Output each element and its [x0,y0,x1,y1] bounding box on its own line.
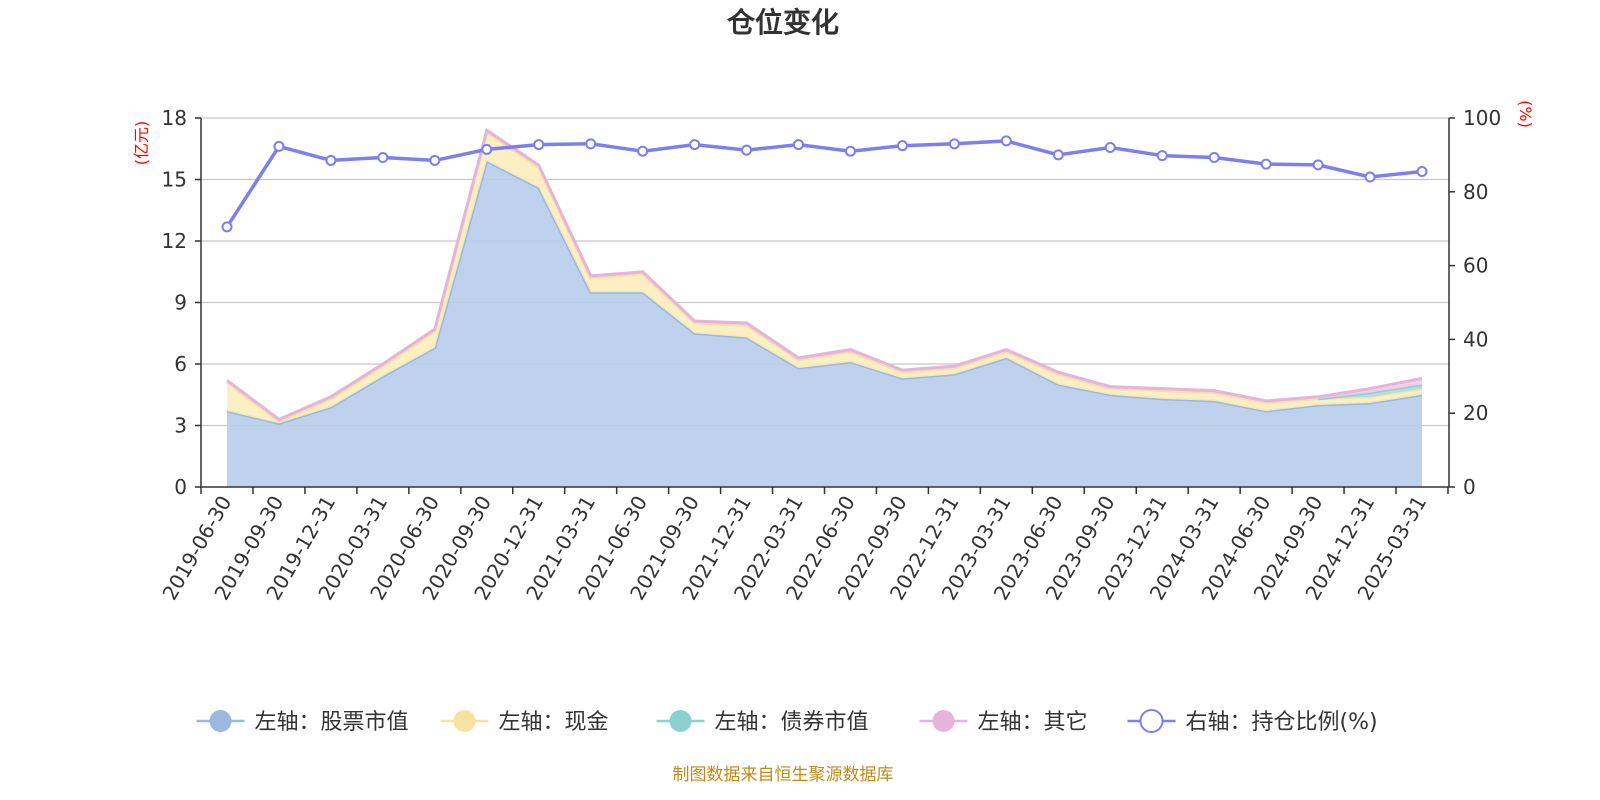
legend-marker-1 [453,710,476,732]
area-series-1 [227,132,1422,424]
ratio-point-4 [429,154,441,166]
ratio-point-10 [741,144,753,156]
ratio-point-17 [1104,142,1116,154]
legend-item-2: 左轴：债券市值 [656,710,869,735]
area-edge-series-3 [226,127,1423,422]
ratio-point-22 [1364,171,1376,183]
left-axis-unit: (亿元) [132,121,151,166]
ratio-point-15 [1000,135,1012,147]
right-tick-label-4: 80 [1463,180,1488,204]
legend-label-1: 左轴：现金 [499,710,609,735]
left-tick-label-1: 3 [174,414,187,438]
ratio-point-12 [844,145,856,157]
right-tick-label-0: 0 [1463,475,1476,499]
source-note: 制图数据来自恒生聚源数据库 [673,765,894,785]
legend: 左轴：股票市值 左轴：现金 左轴：债券市值 左轴：其它 右轴：持仓比例(%) [196,709,1378,735]
ratio-point-6 [533,139,545,151]
right-tick-label-3: 60 [1463,254,1488,278]
left-tick-label-0: 0 [174,475,187,499]
ratio-point-9 [689,139,701,151]
ratio-point-3 [377,151,389,163]
legend-marker-3 [932,710,955,732]
legend-label-4: 右轴：持仓比例(%) [1186,710,1378,735]
right-tick-label-5: 100 [1463,106,1501,130]
left-tick-label-2: 6 [174,352,187,376]
right-tick-label-1: 20 [1463,401,1488,425]
area-series-0 [227,161,1422,487]
ratio-point-7 [585,138,597,150]
chart-title: 仓位变化 [727,6,839,39]
ratio-point-13 [896,140,908,152]
left-tick-label-6: 18 [162,106,187,130]
right-axis-unit: (%) [1516,100,1535,128]
legend-marker-0 [209,710,232,732]
legend-item-1: 左轴：现金 [440,710,609,735]
ratio-point-8 [637,145,649,157]
legend-label-2: 左轴：债券市值 [715,710,869,735]
ratio-point-21 [1312,159,1324,171]
legend-item-0: 左轴：股票市值 [196,710,409,735]
left-tick-label-5: 15 [162,168,187,192]
legend-label-3: 左轴：其它 [978,710,1088,735]
left-tick-label-3: 9 [174,291,187,315]
ratio-point-2 [325,154,337,166]
ratio-point-20 [1260,158,1272,170]
ratio-point-1 [273,140,285,152]
ratio-point-14 [948,138,960,150]
legend-marker-4 [1139,709,1164,733]
ratio-line [221,135,1428,233]
ratio-line-path [225,139,1423,228]
right-tick-label-2: 40 [1463,327,1488,351]
legend-item-4: 右轴：持仓比例(%) [1127,709,1378,735]
ratio-point-23 [1416,166,1428,178]
left-tick-label-4: 12 [162,229,187,253]
ratio-point-11 [793,139,805,151]
ratio-point-0 [221,221,233,233]
stacked-areas [226,127,1423,487]
legend-item-3: 左轴：其它 [919,710,1088,735]
ratio-point-16 [1052,149,1064,161]
legend-label-0: 左轴：股票市值 [255,710,409,735]
ratio-point-5 [481,143,493,155]
ratio-point-19 [1208,151,1220,163]
ratio-point-18 [1156,150,1168,162]
legend-marker-2 [669,710,692,732]
